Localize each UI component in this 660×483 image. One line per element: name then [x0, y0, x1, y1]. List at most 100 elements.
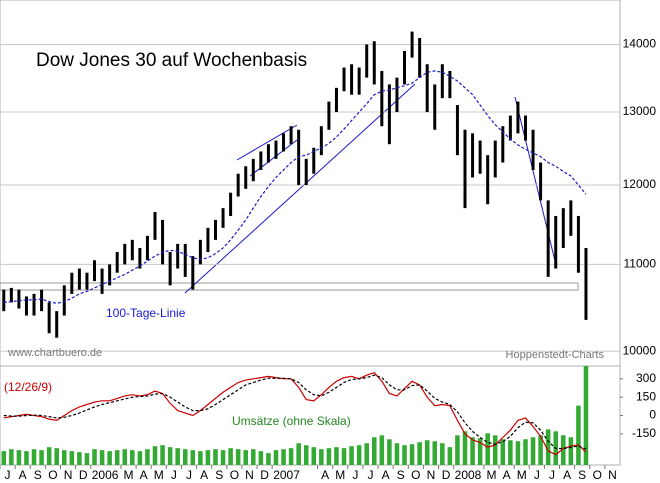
x-tick-label: J [186, 468, 192, 482]
volume-bar [273, 450, 279, 465]
x-tick-label: M [486, 468, 496, 482]
source-left: www.chartbuero.de [7, 347, 102, 359]
macd-label: (12/26/9) [4, 380, 52, 394]
x-tick-label: A [140, 468, 148, 482]
volume-bar [99, 450, 105, 465]
x-tick-label: J [5, 468, 11, 482]
volume-bar [530, 437, 536, 465]
volume-bar [243, 450, 248, 465]
x-tick-label: 2006 [92, 468, 119, 482]
volume-bar [1, 451, 7, 465]
volume-bar [39, 450, 44, 465]
volume-bar [349, 446, 354, 465]
x-tick-label: A [503, 468, 511, 482]
volume-bar [288, 448, 294, 465]
x-tick-label: J [171, 468, 177, 482]
volume-bar [69, 451, 75, 465]
volume-bar [220, 450, 226, 465]
price-panel [0, 0, 621, 367]
y2-tick-label: 150 [636, 389, 656, 403]
volume-bar [228, 448, 233, 465]
volume-bar [523, 439, 528, 465]
x-tick-label: S [578, 468, 586, 482]
x-tick-label: D [79, 468, 88, 482]
trend-line [236, 124, 298, 161]
volume-bar [561, 435, 566, 465]
volume-bar [387, 439, 392, 465]
trend-line [184, 83, 416, 294]
volume-bar [538, 435, 543, 465]
volume-bar [122, 449, 128, 465]
volume-bar [508, 440, 513, 465]
marks [0, 31, 623, 469]
volume-bar [515, 441, 521, 465]
x-tick-label: A [19, 468, 27, 482]
x-tick-label: J [534, 468, 540, 482]
volume-bar [137, 451, 143, 465]
volume-bar [583, 366, 589, 465]
volume-bar [432, 441, 438, 465]
volume-bar [341, 448, 347, 465]
volume-bar [311, 447, 317, 465]
volume-bar [281, 449, 286, 465]
volume-bar [417, 442, 422, 465]
volume-bar [251, 449, 256, 465]
volume-bar [372, 437, 377, 465]
chart-title: Dow Jones 30 auf Wochenbasis [36, 50, 307, 71]
volume-bar [160, 445, 165, 465]
volume-bar [77, 452, 82, 465]
volume-bar [84, 453, 90, 465]
volume-bar [576, 405, 581, 465]
volume-bar [16, 450, 22, 465]
y2-tick-label: 300 [636, 371, 656, 385]
x-tick-label: S [34, 468, 42, 482]
moving-average-line [3, 70, 587, 304]
volume-bar [447, 447, 453, 465]
x-tick-label: O [48, 468, 57, 482]
x-tick-label: M [517, 468, 527, 482]
x-tick-label: D [442, 468, 451, 482]
volume-bar [182, 449, 188, 465]
x-tick-label: N [608, 468, 617, 482]
volume-bar [440, 443, 445, 465]
volume-bar [266, 453, 271, 465]
volume-bar [485, 433, 490, 465]
x-tick-label: O [411, 468, 420, 482]
volume-bar [130, 450, 135, 465]
volume-bar [394, 443, 400, 465]
volume-bar [470, 437, 475, 465]
volume-bar [235, 449, 241, 465]
volume-bar [24, 451, 29, 465]
volume-bar [356, 445, 362, 465]
x-tick-label: A [382, 468, 390, 482]
volume-bar [319, 449, 324, 465]
x-tick-label: S [215, 468, 223, 482]
volume-bar [296, 443, 301, 465]
support-zone [0, 282, 579, 291]
x-tick-label: 2007 [273, 468, 300, 482]
y-tick-label: 11000 [624, 257, 657, 271]
volume-bar [379, 435, 385, 465]
x-tick-label: D [260, 468, 269, 482]
volume-bar [107, 451, 112, 465]
volume-bar [492, 435, 498, 465]
y-tick-label: 12000 [623, 177, 657, 191]
volume-bar [205, 450, 211, 465]
source-right: Hoppenstedt-Charts [506, 349, 605, 361]
x-tick-label: A [200, 468, 208, 482]
x-tick-label: O [230, 468, 239, 482]
volume-bar [334, 447, 339, 465]
x-tick-label: N [245, 468, 254, 482]
y2-tick-label: 0 [649, 408, 656, 422]
x-tick-label: J [367, 468, 373, 482]
x-tick-label: M [124, 468, 134, 482]
x-tick-label: O [593, 468, 602, 482]
volume-bar [145, 449, 150, 465]
x-tick-label: N [64, 468, 73, 482]
volume-bar [9, 449, 14, 465]
x-tick-label: J [352, 468, 358, 482]
volume-bar [568, 437, 574, 465]
y2-tick-label: -150 [632, 426, 656, 440]
volume-bar [213, 449, 218, 465]
signal-line [3, 374, 587, 450]
